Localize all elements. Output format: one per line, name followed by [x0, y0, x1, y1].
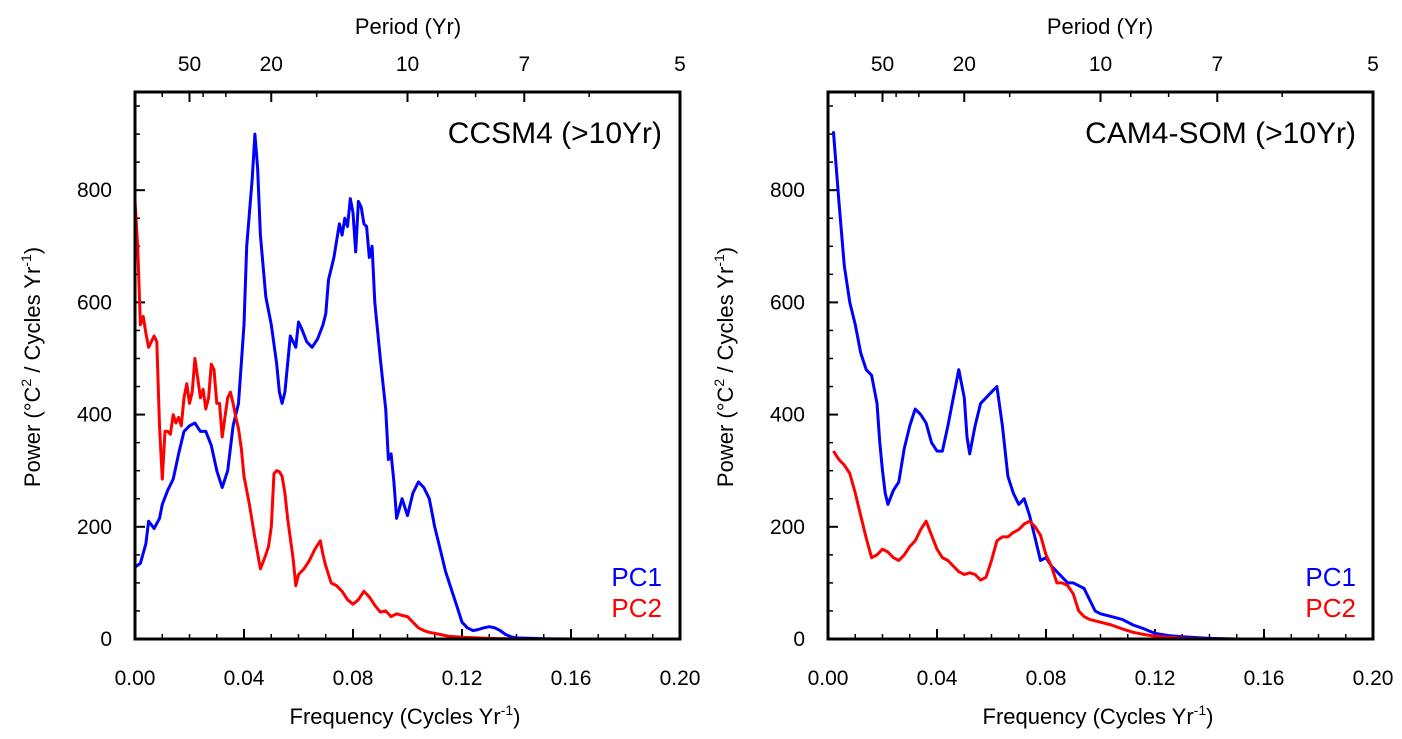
y-axis-label: Power (°C2 / Cycles Yr-1) [711, 247, 738, 487]
y-tick-label: 400 [77, 404, 112, 427]
top-tick-label: 7 [518, 53, 530, 76]
top-tick-label: 10 [396, 53, 419, 76]
y-tick-label: 0 [100, 628, 112, 651]
chart-title: CAM4-SOM (>10Yr) [1085, 117, 1356, 150]
x-tick-label: 0.16 [1244, 667, 1285, 690]
svg-text:Frequency (Cycles Yr-1): Frequency (Cycles Yr-1) [983, 702, 1214, 729]
y-tick-label: 400 [770, 404, 805, 427]
chart-title: CCSM4 (>10Yr) [448, 117, 662, 150]
x-tick-label: 0.12 [442, 667, 483, 690]
svg-text:Frequency (Cycles Yr-1): Frequency (Cycles Yr-1) [290, 702, 521, 729]
x-tick-label: 0.08 [1026, 667, 1067, 690]
y-tick-label: 200 [77, 516, 112, 539]
x-tick-label: 0.20 [1353, 667, 1394, 690]
x-tick-label: 0.00 [808, 667, 849, 690]
top-tick-label: 5 [1367, 53, 1379, 76]
x-tick-label: 0.12 [1135, 667, 1176, 690]
legend-entry-pc2: PC2 [1305, 593, 1356, 623]
chart-panel-ccsm4: Period (Yr) CCSM4 (>10Yr) Frequency (Cyc… [18, 14, 700, 729]
svg-text:Power (°C2 / Cycles Yr-1): Power (°C2 / Cycles Yr-1) [18, 247, 45, 487]
plot-area: 0.00 0.04 0.08 0.12 0.16 0.20 0 200 400 600 800 50 2… [770, 53, 1393, 690]
x-axis-label: Frequency (Cycles Yr-1) [290, 702, 521, 729]
plot-frame [826, 90, 1375, 641]
top-axis-label: Period (Yr) [355, 14, 461, 39]
plot-frame [133, 90, 682, 641]
top-tick-label: 10 [1089, 53, 1112, 76]
top-tick-label: 50 [178, 53, 201, 76]
x-axis-label: Frequency (Cycles Yr-1) [983, 702, 1214, 729]
series-line-pc1 [134, 132, 680, 641]
y-tick-label: 800 [77, 179, 112, 202]
y-tick-label: 600 [77, 291, 112, 314]
top-tick-label: 20 [260, 53, 283, 76]
series-line-pc2 [832, 450, 1373, 641]
y-tick-label: 800 [770, 179, 805, 202]
x-tick-label: 0.04 [224, 667, 265, 690]
top-tick-label: 7 [1211, 53, 1223, 76]
chart-panel-cam4-som: Period (Yr) CAM4-SOM (>10Yr) Frequency (… [711, 14, 1393, 729]
series-line-pc1 [831, 131, 1373, 641]
x-tick-label: 0.04 [917, 667, 958, 690]
x-tick-label: 0.16 [551, 667, 592, 690]
x-tick-label: 0.00 [115, 667, 156, 690]
legend-entry-pc2: PC2 [611, 593, 662, 623]
top-tick-label: 5 [674, 53, 686, 76]
series-line-pc2 [133, 201, 680, 641]
top-axis-label: Period (Yr) [1047, 14, 1153, 39]
svg-text:Power (°C2 / Cycles Yr-1): Power (°C2 / Cycles Yr-1) [711, 247, 738, 487]
y-tick-label: 600 [770, 291, 805, 314]
y-tick-label: 0 [793, 628, 805, 651]
y-tick-label: 200 [770, 516, 805, 539]
top-tick-label: 20 [953, 53, 976, 76]
x-tick-label: 0.20 [660, 667, 700, 690]
top-tick-label: 50 [871, 53, 894, 76]
legend-entry-pc1: PC1 [1305, 562, 1356, 592]
x-tick-label: 0.08 [333, 667, 374, 690]
plot-area: 0.00 0.04 0.08 0.12 0.16 0.20 0 200 400 600 800 50 2… [77, 53, 700, 690]
y-axis-label: Power (°C2 / Cycles Yr-1) [18, 247, 45, 487]
legend-entry-pc1: PC1 [611, 562, 662, 592]
